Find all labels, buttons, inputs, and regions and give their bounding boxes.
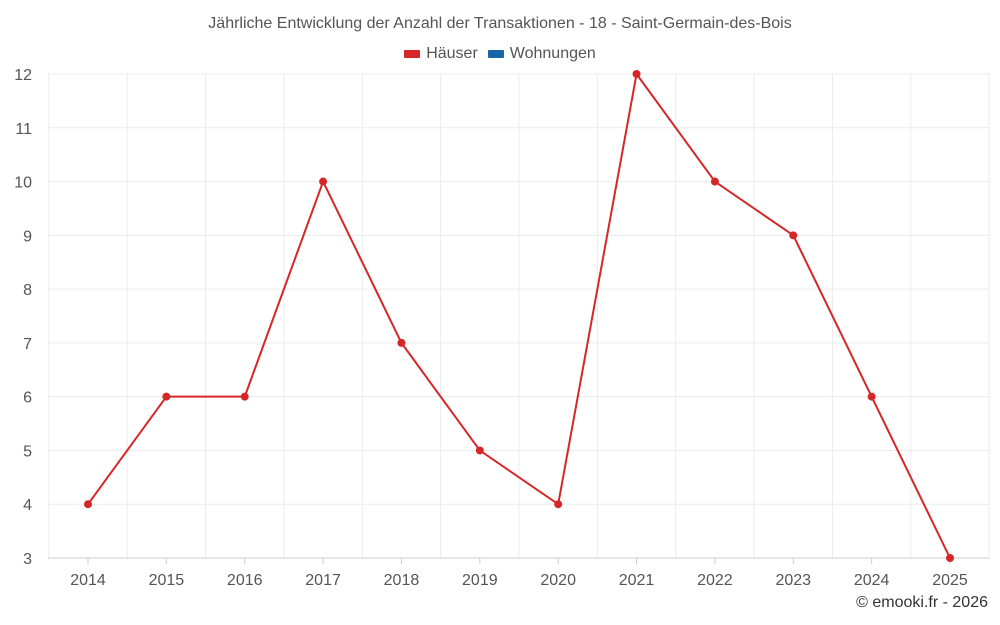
legend-item-houses[interactable]: Häuser xyxy=(404,45,478,63)
data-point xyxy=(554,500,563,509)
data-point xyxy=(632,70,641,78)
data-point xyxy=(84,500,92,509)
legend-swatch-apartments xyxy=(487,50,504,58)
y-tick-label: 4 xyxy=(23,497,32,514)
x-tick-label: 2018 xyxy=(384,572,420,589)
x-tick-label: 2014 xyxy=(70,572,106,589)
y-tick-label: 5 xyxy=(23,443,32,460)
y-tick-label: 8 xyxy=(23,282,32,299)
x-tick-label: 2022 xyxy=(697,572,733,589)
data-point xyxy=(240,392,249,401)
x-tick-label: 2020 xyxy=(540,572,576,589)
data-point xyxy=(710,177,719,186)
y-tick-label: 3 xyxy=(23,551,32,568)
x-tick-label: 2023 xyxy=(775,572,811,589)
data-point xyxy=(475,446,484,455)
x-tick-label: 2019 xyxy=(462,572,498,589)
y-tick-label: 12 xyxy=(14,67,32,84)
data-point xyxy=(397,338,406,347)
legend: Häuser Wohnungen xyxy=(0,45,1000,63)
x-tick-label: 2021 xyxy=(619,572,655,589)
data-point xyxy=(867,392,876,401)
x-tick-label: 2025 xyxy=(932,572,968,589)
legend-label-houses: Häuser xyxy=(426,45,478,62)
y-tick-label: 11 xyxy=(15,121,32,138)
data-point xyxy=(162,392,171,401)
x-tick-label: 2016 xyxy=(227,572,263,589)
data-point xyxy=(319,177,328,186)
data-point xyxy=(789,231,798,240)
chart-title: Jährliche Entwicklung der Anzahl der Tra… xyxy=(208,15,792,32)
x-tick-label: 2017 xyxy=(305,572,341,589)
data-point xyxy=(946,554,954,562)
y-tick-label: 9 xyxy=(23,228,32,245)
legend-label-apartments: Wohnungen xyxy=(509,45,596,62)
y-tick-label: 7 xyxy=(23,336,32,353)
legend-item-apartments[interactable]: Wohnungen xyxy=(487,45,596,63)
y-tick-label: 10 xyxy=(14,175,32,192)
credit-text: © emooki.fr - 2026 xyxy=(856,594,988,611)
x-tick-label: 2024 xyxy=(854,572,890,589)
x-tick-label: 2015 xyxy=(149,572,185,589)
y-tick-label: 6 xyxy=(23,390,32,407)
series-line-houses xyxy=(87,73,951,559)
legend-swatch-houses xyxy=(404,50,421,58)
